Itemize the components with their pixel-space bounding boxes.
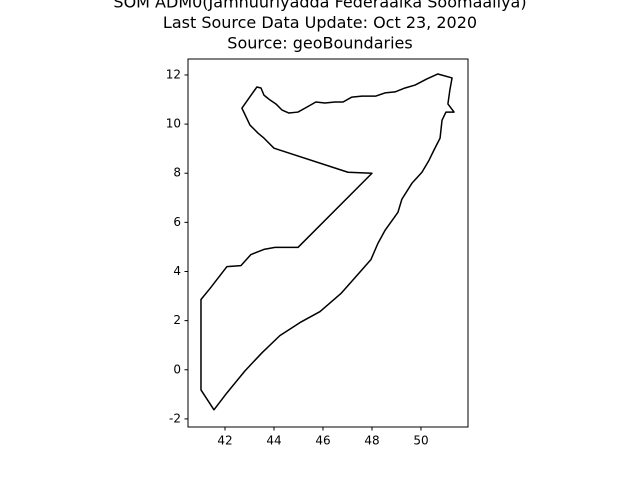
y-tick-label: 4 <box>173 264 181 278</box>
y-tick-label: 2 <box>173 313 181 327</box>
chart-title: SOM ADM0(Jamhuuriyadda Federaalka Soomaa… <box>113 0 526 12</box>
x-tick-label: 50 <box>413 434 428 448</box>
y-tick-label: -2 <box>169 411 181 425</box>
y-tick-label: 6 <box>173 215 181 229</box>
y-tick-label: 0 <box>173 362 181 376</box>
x-tick-label: 44 <box>266 434 281 448</box>
x-tick-label: 46 <box>315 434 330 448</box>
chart-title: Last Source Data Update: Oct 23, 2020 <box>163 13 477 32</box>
x-tick-label: 48 <box>364 434 379 448</box>
y-tick-label: 10 <box>166 117 181 131</box>
chart-title: Source: geoBoundaries <box>227 34 412 53</box>
y-tick-label: 12 <box>166 67 181 81</box>
boundary <box>200 73 455 411</box>
axes-frame <box>187 58 469 428</box>
x-tick-label: 42 <box>217 434 232 448</box>
y-tick-label: 8 <box>173 166 181 180</box>
